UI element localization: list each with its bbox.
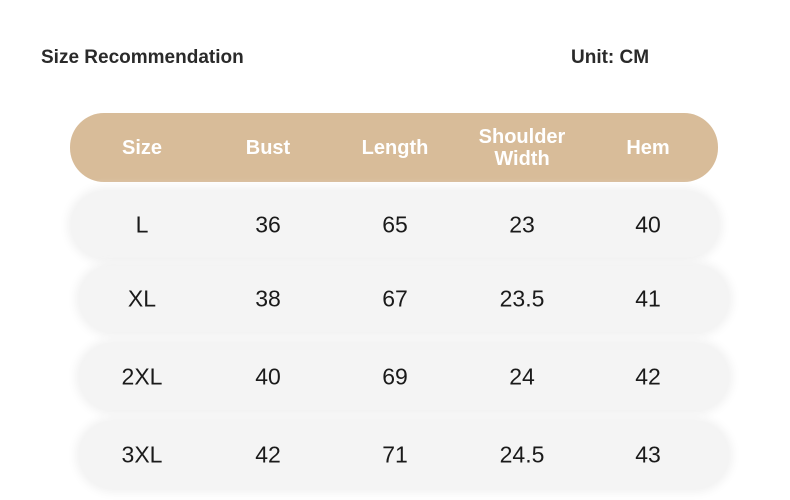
column-header: Length	[361, 137, 429, 159]
table-cell: 24.5	[499, 441, 545, 468]
table-header	[70, 113, 718, 182]
table-cell: 65	[382, 211, 408, 238]
table-cell: 2XL	[121, 363, 163, 390]
table-cell: 69	[382, 363, 408, 390]
table-row	[80, 344, 728, 410]
table-cell: 23	[509, 211, 535, 238]
table-cell: 23.5	[499, 285, 545, 312]
table-cell: 24	[509, 363, 535, 390]
table-row	[80, 422, 728, 488]
chart-title: Size Recommendation	[41, 47, 244, 68]
table-cell: L	[135, 211, 149, 238]
table-cell: XL	[127, 285, 157, 312]
table-cell: 42	[255, 441, 281, 468]
table-row	[80, 266, 728, 332]
table-cell: 38	[255, 285, 281, 312]
table-cell: 67	[382, 285, 408, 312]
table-cell: 3XL	[121, 441, 163, 468]
column-header: Shoulder Width	[478, 126, 566, 170]
table-cell: 36	[255, 211, 281, 238]
column-header: Hem	[626, 137, 670, 159]
column-header: Bust	[245, 137, 291, 159]
table-cell: 43	[635, 441, 661, 468]
unit-label: Unit: CM	[571, 47, 650, 68]
table-cell: 71	[382, 441, 408, 468]
table-row	[72, 192, 718, 258]
table-cell: 40	[255, 363, 281, 390]
table-cell: 40	[635, 211, 661, 238]
column-header: Size	[121, 137, 163, 159]
table-cell: 42	[635, 363, 661, 390]
table-cell: 41	[635, 285, 661, 312]
